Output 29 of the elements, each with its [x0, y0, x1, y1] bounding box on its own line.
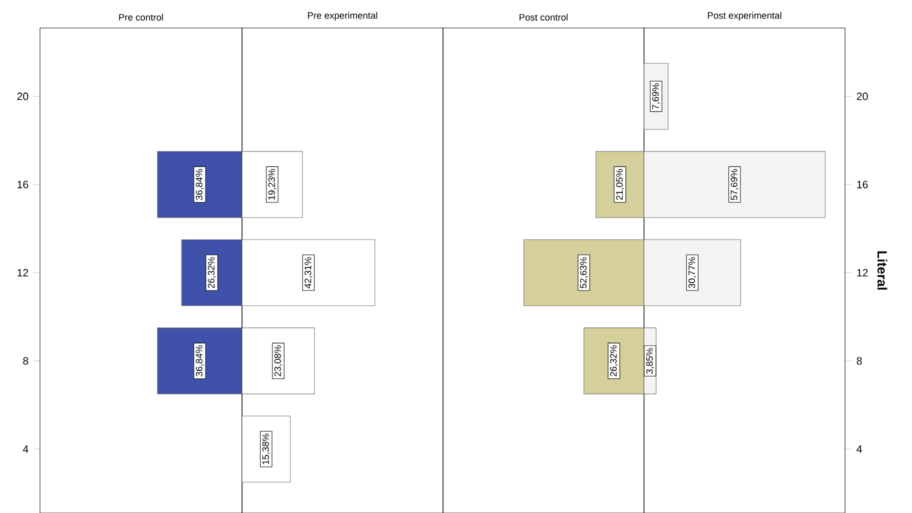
- data-label: 23,08%: [274, 345, 282, 376]
- chart-title: Post experimental: [708, 12, 782, 20]
- chart-title: Pre control: [119, 14, 163, 20]
- y-tick-label: 16: [18, 180, 28, 188]
- data-label: 30,77%: [688, 257, 696, 288]
- y-tick-label: 12: [857, 268, 868, 276]
- data-label: 15,38%: [262, 433, 270, 464]
- y-tick-label: 20: [17, 92, 28, 100]
- y-tick-label: 16: [857, 180, 868, 188]
- data-label: 52,63%: [580, 257, 588, 288]
- y-tick-label: 8: [856, 356, 862, 365]
- data-label: 3,85%: [646, 348, 654, 374]
- data-label: 36,84%: [196, 168, 204, 200]
- data-label: 42,31%: [304, 257, 312, 288]
- data-label: 19,23%: [268, 168, 276, 200]
- data-label: 7,69%: [652, 83, 660, 109]
- y-tick-label: 20: [856, 92, 868, 100]
- data-label: 26,32%: [208, 257, 216, 288]
- y-tick-label: 4: [856, 445, 862, 453]
- chart-title: Pre experimental: [308, 12, 378, 20]
- y-axis-title: Literal: [877, 251, 888, 290]
- data-label: 36,84%: [196, 345, 204, 376]
- chart-title: Post control: [520, 14, 568, 20]
- y-tick-label: 12: [18, 268, 28, 276]
- data-label: 21,05%: [616, 168, 624, 200]
- y-tick-label: 8: [23, 356, 28, 365]
- data-label: 57,69%: [730, 168, 738, 200]
- data-label: 26,32%: [610, 345, 618, 376]
- y-tick-label: 4: [22, 445, 28, 453]
